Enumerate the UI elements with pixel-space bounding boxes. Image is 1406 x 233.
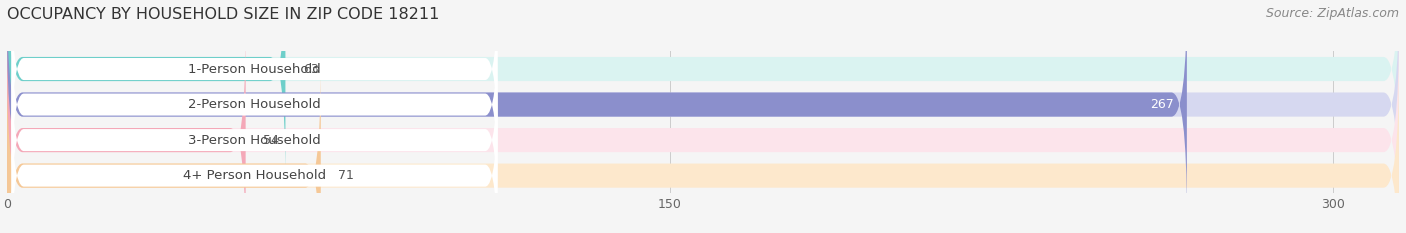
Text: Source: ZipAtlas.com: Source: ZipAtlas.com [1265, 7, 1399, 20]
FancyBboxPatch shape [11, 52, 498, 229]
Text: 3-Person Household: 3-Person Household [188, 134, 321, 147]
FancyBboxPatch shape [7, 63, 321, 233]
FancyBboxPatch shape [7, 0, 1399, 181]
FancyBboxPatch shape [7, 0, 1399, 217]
FancyBboxPatch shape [7, 63, 1399, 233]
FancyBboxPatch shape [11, 87, 498, 233]
FancyBboxPatch shape [7, 28, 1399, 233]
Text: 2-Person Household: 2-Person Household [188, 98, 321, 111]
Text: 267: 267 [1150, 98, 1174, 111]
FancyBboxPatch shape [7, 28, 246, 233]
Text: 54: 54 [263, 134, 280, 147]
Text: 4+ Person Household: 4+ Person Household [183, 169, 326, 182]
FancyBboxPatch shape [11, 16, 498, 193]
FancyBboxPatch shape [7, 0, 1187, 217]
FancyBboxPatch shape [11, 0, 498, 158]
FancyBboxPatch shape [7, 0, 285, 181]
Text: 63: 63 [304, 62, 319, 75]
Text: 1-Person Household: 1-Person Household [188, 62, 321, 75]
Text: 71: 71 [339, 169, 354, 182]
Text: OCCUPANCY BY HOUSEHOLD SIZE IN ZIP CODE 18211: OCCUPANCY BY HOUSEHOLD SIZE IN ZIP CODE … [7, 7, 440, 22]
